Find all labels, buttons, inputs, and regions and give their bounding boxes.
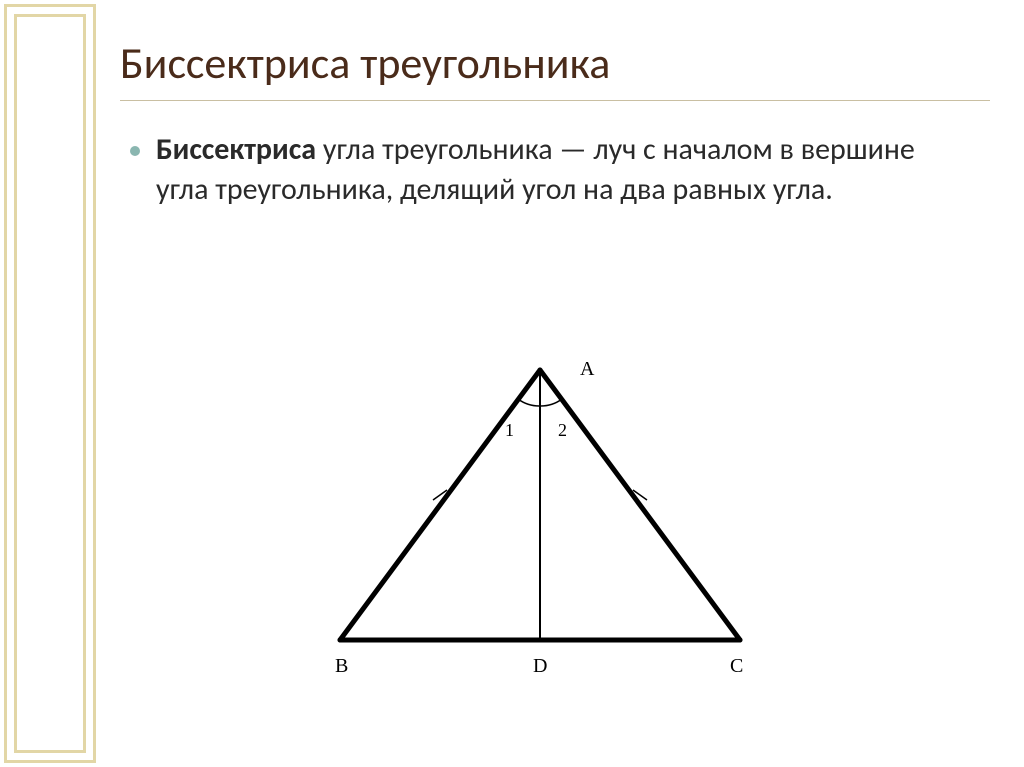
slide-body: Биссектриса угла треугольника — луч с на…: [130, 130, 940, 209]
bullet-icon: [130, 146, 140, 156]
label-B: B: [335, 655, 348, 677]
label-angle-2: 2: [558, 420, 567, 440]
label-angle-1: 1: [505, 420, 514, 440]
triangle-diagram: A B C D 1 2: [280, 340, 800, 700]
edge-AB: [340, 370, 540, 640]
angle-arc-2: [540, 399, 562, 406]
slide: Биссектриса треугольника Биссектриса угл…: [0, 0, 1024, 767]
slide-title: Биссектриса треугольника: [120, 36, 610, 90]
label-A: A: [580, 358, 595, 380]
label-C: C: [730, 655, 743, 677]
label-D: D: [533, 655, 547, 677]
edge-AC: [540, 370, 740, 640]
angle-arc-1: [518, 399, 540, 406]
body-text: Биссектриса угла треугольника — луч с на…: [156, 130, 940, 209]
bullet-item: Биссектриса угла треугольника — луч с на…: [130, 130, 940, 209]
title-underline: [120, 100, 990, 101]
decorative-frame: [0, 0, 100, 767]
body-text-bold: Биссектриса: [156, 131, 316, 168]
